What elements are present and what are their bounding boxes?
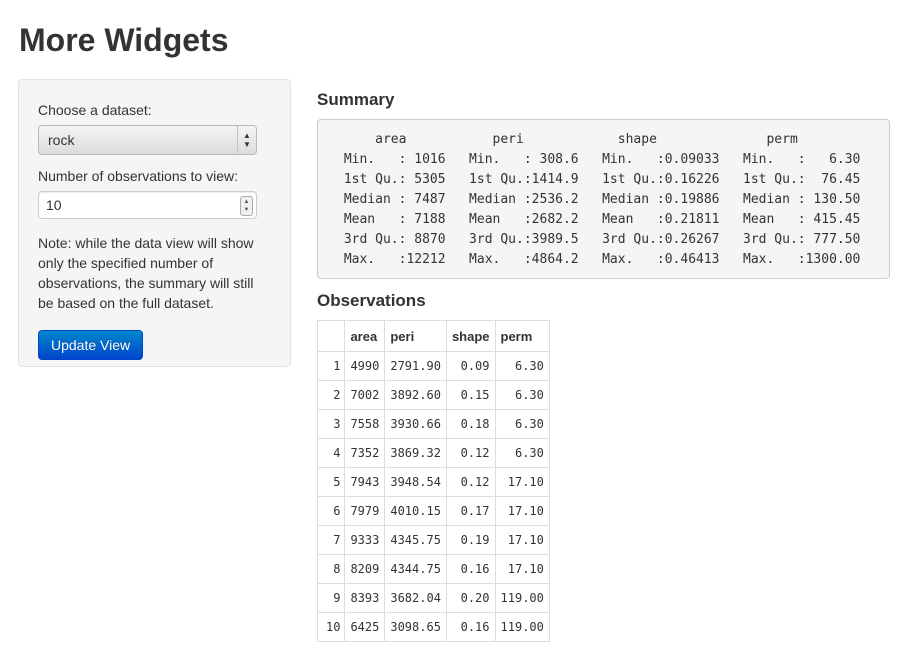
column-header-peri: peri <box>384 320 447 352</box>
cell-rowname: 10 <box>316 612 346 642</box>
obs-count-label: Number of observations to view: <box>38 168 238 184</box>
update-view-button[interactable]: Update View <box>38 330 144 360</box>
cell-area: 8209 <box>344 554 386 584</box>
cell-perm: 17.10 <box>494 525 550 555</box>
cell-shape: 0.16 <box>445 612 496 642</box>
cell-peri: 3098.65 <box>384 612 447 642</box>
table-row: 6 7979 4010.15 0.17 17.10 <box>316 496 550 526</box>
cell-area: 7943 <box>344 467 386 497</box>
cell-peri: 3869.32 <box>384 438 447 468</box>
cell-peri: 3892.60 <box>384 380 447 410</box>
table-header-row: area peri shape perm <box>316 320 550 352</box>
updown-arrows-icon: ▲ ▼ <box>237 126 256 154</box>
cell-peri: 4010.15 <box>384 496 447 526</box>
cell-shape: 0.12 <box>445 467 496 497</box>
obs-count-value: 10 <box>46 197 62 213</box>
cell-area: 7352 <box>344 438 386 468</box>
cell-rowname: 3 <box>316 409 346 439</box>
observations-table: area peri shape perm 1 4990 2791.90 0.09 6.3… <box>316 320 550 642</box>
cell-perm: 6.30 <box>494 409 550 439</box>
cell-perm: 6.30 <box>494 380 550 410</box>
cell-perm: 17.10 <box>494 496 550 526</box>
cell-shape: 0.17 <box>445 496 496 526</box>
table-row: 8 8209 4344.75 0.16 17.10 <box>316 554 550 584</box>
cell-perm: 17.10 <box>494 467 550 497</box>
cell-perm: 119.00 <box>494 583 550 613</box>
cell-peri: 3948.54 <box>384 467 447 497</box>
dataset-select-value: rock <box>48 132 75 148</box>
cell-peri: 4344.75 <box>384 554 447 584</box>
table-row: 2 7002 3892.60 0.15 6.30 <box>316 380 550 410</box>
cell-peri: 2791.90 <box>384 351 447 381</box>
summary-heading: Summary <box>317 90 395 109</box>
column-header-perm: perm <box>494 320 550 352</box>
table-row: 5 7943 3948.54 0.12 17.10 <box>316 467 550 497</box>
cell-area: 8393 <box>344 583 386 613</box>
cell-shape: 0.09 <box>445 351 496 381</box>
table-row: 7 9333 4345.75 0.19 17.10 <box>316 525 550 555</box>
cell-rowname: 5 <box>316 467 346 497</box>
cell-shape: 0.12 <box>445 438 496 468</box>
page-title: More Widgets <box>19 22 229 58</box>
table-row: 9 8393 3682.04 0.20 119.00 <box>316 583 550 613</box>
table-row: 4 7352 3869.32 0.12 6.30 <box>316 438 550 468</box>
dataset-label: Choose a dataset: <box>38 102 152 118</box>
cell-peri: 4345.75 <box>384 525 447 555</box>
cell-peri: 3930.66 <box>384 409 447 439</box>
cell-perm: 6.30 <box>494 351 550 381</box>
dataset-select[interactable]: rock ▲ ▼ <box>38 125 257 155</box>
cell-peri: 3682.04 <box>384 583 447 613</box>
cell-shape: 0.18 <box>445 409 496 439</box>
cell-area: 7002 <box>344 380 386 410</box>
cell-perm: 17.10 <box>494 554 550 584</box>
cell-area: 7558 <box>344 409 386 439</box>
table-row: 1 4990 2791.90 0.09 6.30 <box>316 351 550 381</box>
table-row: 3 7558 3930.66 0.18 6.30 <box>316 409 550 439</box>
cell-rowname: 2 <box>316 380 346 410</box>
obs-count-input[interactable]: 10 ▲ ▼ <box>38 191 257 219</box>
observations-heading: Observations <box>317 291 426 310</box>
cell-shape: 0.15 <box>445 380 496 410</box>
cell-area: 9333 <box>344 525 386 555</box>
column-header-area: area <box>344 320 386 352</box>
cell-area: 7979 <box>344 496 386 526</box>
cell-shape: 0.19 <box>445 525 496 555</box>
summary-output: area peri shape perm Min. : 1016 Min. : … <box>317 119 890 279</box>
spinner-arrows-icon[interactable]: ▲ ▼ <box>240 196 253 216</box>
cell-rowname: 8 <box>316 554 346 584</box>
cell-area: 4990 <box>344 351 386 381</box>
column-header-shape: shape <box>445 320 496 352</box>
cell-area: 6425 <box>344 612 386 642</box>
cell-rowname: 7 <box>316 525 346 555</box>
cell-perm: 119.00 <box>494 612 550 642</box>
sidebar-panel: Choose a dataset: rock ▲ ▼ Number of obse… <box>18 79 291 367</box>
help-note: Note: while the data view will show only… <box>38 235 254 311</box>
cell-perm: 6.30 <box>494 438 550 468</box>
table-row: 10 6425 3098.65 0.16 119.00 <box>316 612 550 642</box>
cell-rowname: 9 <box>316 583 346 613</box>
cell-shape: 0.20 <box>445 583 496 613</box>
cell-rowname: 4 <box>316 438 346 468</box>
cell-shape: 0.16 <box>445 554 496 584</box>
column-header-rowname <box>316 320 346 352</box>
cell-rowname: 1 <box>316 351 346 381</box>
cell-rowname: 6 <box>316 496 346 526</box>
